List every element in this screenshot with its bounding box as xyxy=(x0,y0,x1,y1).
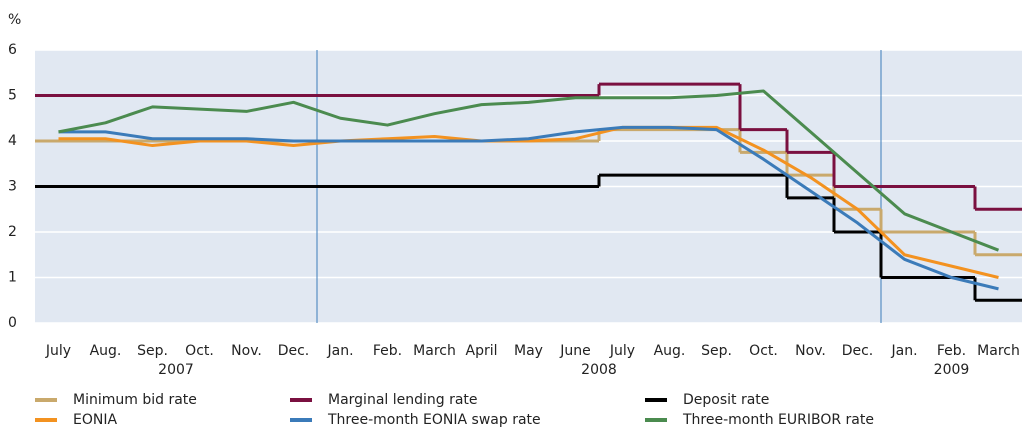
x-tick-label: Feb. xyxy=(937,343,966,359)
x-tick-label: July xyxy=(609,343,635,359)
x-tick-label: Dec. xyxy=(278,343,310,359)
x-tick-label: May xyxy=(514,343,543,359)
legend-label: Three-month EONIA swap rate xyxy=(327,412,541,428)
series-line xyxy=(58,125,999,279)
x-tick-label: July xyxy=(45,343,71,359)
legend-label: EONIA xyxy=(73,412,117,428)
legend-label: Marginal lending rate xyxy=(328,392,478,408)
x-tick-label: March xyxy=(413,343,456,359)
legend-label: Deposit rate xyxy=(683,392,769,408)
x-tick-label: Sep. xyxy=(137,343,168,359)
series-line xyxy=(58,89,1000,252)
x-tick-label: Nov. xyxy=(795,343,826,359)
x-tick-label: March xyxy=(977,343,1020,359)
year-label: 2007 xyxy=(158,362,194,378)
y-tick-label: 3 xyxy=(8,179,17,195)
y-tick-label: 5 xyxy=(8,88,17,104)
x-tick-label: Aug. xyxy=(654,343,686,359)
x-tick-label: June xyxy=(559,343,591,359)
x-tick-label: April xyxy=(466,343,498,359)
x-tick-label: Sep. xyxy=(701,343,732,359)
year-label: 2008 xyxy=(581,362,617,378)
legend-label: Three-month EURIBOR rate xyxy=(682,412,874,428)
x-tick-label: Feb. xyxy=(373,343,402,359)
x-tick-label: Oct. xyxy=(185,343,214,359)
x-tick-label: Jan. xyxy=(890,343,917,359)
legend-label: Minimum bid rate xyxy=(73,392,197,408)
year-label: 2009 xyxy=(934,362,970,378)
y-tick-label: 4 xyxy=(8,133,17,149)
y-tick-label: 1 xyxy=(8,270,17,286)
x-tick-label: Jan. xyxy=(326,343,353,359)
y-tick-label: 0 xyxy=(8,315,17,331)
x-tick-label: Aug. xyxy=(90,343,122,359)
y-axis-label: % xyxy=(8,12,21,28)
y-tick-label: 2 xyxy=(8,224,17,240)
x-tick-label: Oct. xyxy=(749,343,778,359)
y-tick-label: 6 xyxy=(8,42,17,58)
x-tick-label: Dec. xyxy=(842,343,874,359)
x-tick-label: Nov. xyxy=(231,343,262,359)
series-line xyxy=(58,125,999,291)
